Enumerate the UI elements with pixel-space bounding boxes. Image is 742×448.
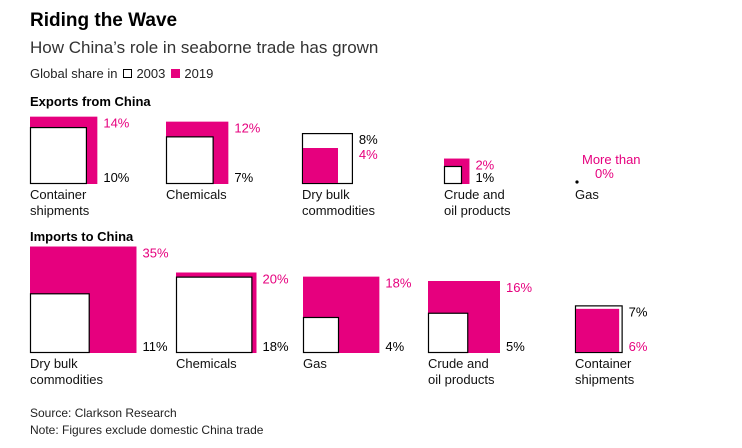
exports-crude-and-oil-products-label-2003: 1% bbox=[475, 170, 494, 185]
source-note: Source: Clarkson Research bbox=[30, 406, 177, 420]
imports-crude-and-oil-products-square-2003 bbox=[427, 312, 469, 354]
exports-dry-bulk-commodities-label-2019: 4% bbox=[359, 147, 378, 162]
section-title-exports: Exports from China bbox=[30, 94, 151, 109]
exports-container-shipments-category-line1: Container bbox=[30, 187, 87, 202]
imports-chemicals-square-2003 bbox=[175, 276, 253, 354]
exports-crude-and-oil-products-label-2019: 2% bbox=[475, 158, 494, 173]
legend-swatch-2003 bbox=[123, 69, 133, 78]
exports-crude-and-oil-products-category-line2: oil products bbox=[444, 203, 511, 218]
exports-container-shipments-label-2019: 14% bbox=[103, 116, 129, 131]
imports-chemicals-category-line1: Chemicals bbox=[176, 356, 237, 371]
imports-gas-label-2019: 18% bbox=[385, 276, 411, 291]
imports-crude-and-oil-products-category-line1: Crude and bbox=[428, 356, 489, 371]
imports-crude-and-oil-products-label-2003: 5% bbox=[506, 339, 525, 354]
exports-chemicals-category-line1: Chemicals bbox=[166, 187, 227, 202]
exports-dry-bulk-commodities-square-2003 bbox=[301, 132, 354, 185]
imports-container-shipments-square-2019-inner bbox=[576, 308, 620, 352]
legend-swatch-2019 bbox=[171, 69, 181, 78]
exports-crude-and-oil-products-category-line1: Crude and bbox=[444, 187, 505, 202]
exports-gas-label-2019-line2: 0% bbox=[595, 166, 614, 181]
imports-container-shipments-category-line1: Container bbox=[575, 356, 632, 371]
imports-crude-and-oil-products-category-line2: oil products bbox=[428, 372, 495, 387]
imports-container-shipments-category-line2: shipments bbox=[575, 372, 635, 387]
exports-container-shipments-category-line2: shipments bbox=[30, 203, 90, 218]
imports-gas-square-2003 bbox=[302, 316, 340, 354]
imports-crude-and-oil-products-label-2019: 16% bbox=[506, 280, 532, 295]
legend-label-2003: 2003 bbox=[136, 66, 166, 81]
footnote: Note: Figures exclude domestic China tra… bbox=[30, 423, 264, 437]
exports-chemicals-label-2019: 12% bbox=[234, 121, 260, 136]
imports-container-shipments-square-2003 bbox=[574, 305, 623, 354]
chart-subtitle: How China’s role in seaborne trade has g… bbox=[30, 38, 379, 57]
exports-dry-bulk-commodities-category-line1: Dry bulk bbox=[302, 187, 350, 202]
imports-dry-bulk-commodities-category-line2: commodities bbox=[30, 372, 103, 387]
imports-gas-category-line1: Gas bbox=[303, 356, 327, 371]
exports-container-shipments-label-2003: 10% bbox=[103, 170, 129, 185]
imports-gas-label-2003: 4% bbox=[385, 339, 404, 354]
imports-chemicals-label-2003: 18% bbox=[262, 339, 288, 354]
exports-dry-bulk-commodities-category-line2: commodities bbox=[302, 203, 375, 218]
imports-dry-bulk-commodities-label-2019: 35% bbox=[142, 246, 168, 261]
exports-gas-category-line1: Gas bbox=[575, 187, 599, 202]
exports-crude-and-oil-products-square-2003 bbox=[443, 165, 463, 185]
imports-container-shipments-label-2003: 7% bbox=[629, 304, 648, 319]
imports-dry-bulk-commodities-category-line1: Dry bulk bbox=[30, 356, 78, 371]
exports-chemicals-square-2003 bbox=[165, 136, 214, 185]
exports-dry-bulk-commodities-label-2003: 8% bbox=[359, 132, 378, 147]
imports-chemicals-label-2019: 20% bbox=[262, 272, 288, 287]
imports-dry-bulk-commodities-square-2003 bbox=[29, 293, 90, 354]
imports-dry-bulk-commodities-label-2003: 11% bbox=[142, 339, 167, 354]
imports-container-shipments-label-2019: 6% bbox=[629, 339, 648, 354]
section-title-imports: Imports to China bbox=[30, 229, 134, 244]
legend-prefix: Global share in bbox=[30, 66, 118, 81]
legend: Global share in 2003 2019 bbox=[30, 66, 213, 81]
legend-label-2019: 2019 bbox=[184, 66, 214, 81]
exports-chemicals-label-2003: 7% bbox=[234, 170, 253, 185]
exports-gas-dot bbox=[575, 180, 579, 184]
exports-gas-label-2019-line1: More than bbox=[582, 152, 641, 167]
exports-dry-bulk-commodities-square-2019-inner bbox=[303, 148, 338, 183]
exports-container-shipments-square-2003 bbox=[29, 126, 88, 185]
chart-title: Riding the Wave bbox=[30, 10, 178, 31]
